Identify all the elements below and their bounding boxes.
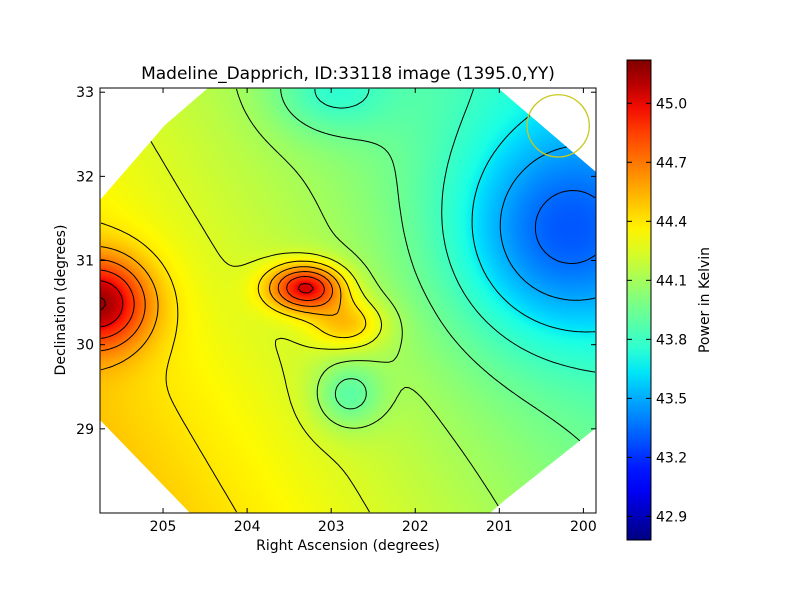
heatmap-image (100, 88, 596, 513)
colorbar-tick-label: 43.5 (656, 391, 687, 407)
x-tick-label: 201 (486, 519, 513, 535)
colorbar-tick-label: 43.2 (656, 450, 687, 466)
contour-level (100, 280, 314, 328)
contour-level (100, 259, 333, 352)
x-tick-label: 200 (570, 519, 597, 535)
colorbar-ticks: 42.9 43.2 43.5 43.8 44.1 44.4 44.7 45.0 (627, 96, 687, 525)
colorbar-gradient (627, 60, 651, 540)
y-tick-label: 33 (76, 85, 94, 101)
y-tick-label: 31 (76, 254, 94, 270)
plot-area: 205 204 203 202 201 200 29 30 31 32 33 (76, 85, 597, 535)
contour-lines (100, 88, 596, 513)
x-tick-label: 204 (234, 519, 261, 535)
x-tick-label: 202 (402, 519, 429, 535)
chart-title: Madeline_Dapprich, ID:33118 image (1395.… (141, 64, 555, 84)
y-tick-label: 29 (76, 422, 94, 438)
x-tick-label: 203 (318, 519, 345, 535)
contour-level (236, 88, 503, 513)
contour-level (100, 297, 106, 311)
colorbar-tick-label: 44.7 (656, 155, 687, 171)
colorbar-tick-label: 45.0 (656, 96, 687, 112)
colorbar-tick-label: 43.8 (656, 332, 687, 348)
colorbar-label: Power in Kelvin (697, 247, 713, 353)
colorbar-tick-label: 44.1 (656, 273, 687, 289)
y-tick-label: 32 (76, 169, 94, 185)
colorbar-tick-label: 42.9 (656, 509, 687, 525)
x-axis-ticks: 205 204 203 202 201 200 (150, 88, 597, 535)
y-axis-label: Declination (degrees) (53, 225, 69, 376)
y-tick-label: 30 (76, 338, 94, 354)
plot-frame (99, 87, 597, 514)
contour-level (534, 190, 596, 264)
x-axis-label: Right Ascension (degrees) (256, 538, 440, 554)
beam-circle (526, 94, 590, 158)
contour-level (100, 246, 342, 513)
colorbar-tick-label: 44.4 (656, 214, 687, 230)
colorbar: 42.9 43.2 43.5 43.8 44.1 44.4 44.7 45.0 Power i… (626, 59, 713, 541)
contour-level (280, 88, 596, 457)
y-axis-ticks: 29 30 31 32 33 (76, 85, 596, 438)
colorbar-frame (626, 59, 652, 541)
contour-level (100, 269, 325, 339)
x-tick-label: 205 (150, 519, 177, 535)
contour-level (314, 88, 596, 373)
contour-level (100, 222, 367, 513)
